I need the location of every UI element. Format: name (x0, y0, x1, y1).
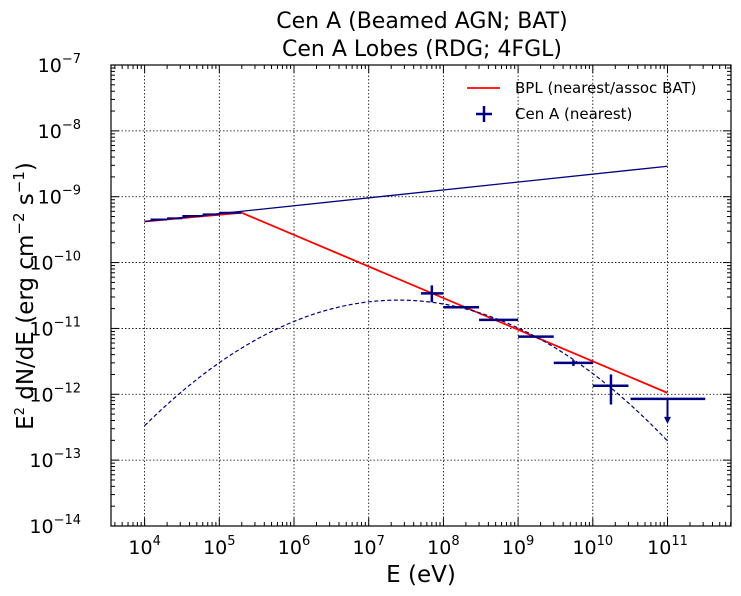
x-axis-label: E (eV) (386, 562, 456, 588)
x-tick-label: 106 (278, 534, 310, 559)
grid (111, 64, 731, 527)
plot-frame (110, 64, 732, 527)
x-tick-label: 1010 (572, 534, 613, 559)
y-label-base: E (13, 415, 39, 430)
y-tick-label: 10−11 (29, 315, 81, 340)
series-layer (144, 165, 706, 442)
legend-entry: Cen A (nearest) (476, 105, 632, 123)
title-line-1: Cen A (Beamed AGN; BAT) (276, 9, 568, 34)
y-tick-label: 10−13 (29, 447, 81, 472)
y-label-sup3: −1 (10, 171, 28, 193)
x-tick-label: 107 (352, 534, 384, 559)
data-point (592, 374, 629, 405)
bpl-line (144, 211, 668, 394)
legend: BPL (nearest/assoc BAT) Cen A (nearest) (467, 79, 696, 123)
legend-entry: BPL (nearest/assoc BAT) (467, 79, 696, 97)
logparabola-curve (144, 299, 668, 442)
y-tick-label: 10−9 (38, 184, 81, 209)
x-tick-label: 104 (128, 534, 160, 559)
y-label-end: ) (13, 162, 39, 171)
y-tick-label: 10−12 (29, 381, 81, 406)
data-point (420, 285, 444, 303)
data-point (630, 397, 706, 424)
y-tick-label: 10−7 (38, 52, 81, 77)
title-line-2: Cen A Lobes (RDG; 4FGL) (282, 37, 562, 62)
chart-title: Cen A (Beamed AGN; BAT) Cen A Lobes (RDG… (276, 9, 568, 62)
data-point (553, 360, 593, 366)
y-label-mid: dN/dE (erg cm (13, 235, 39, 407)
y-axis-label: E2 dN/dE (erg cm−2 s−1) (10, 162, 39, 430)
y-tick-label: 10−10 (29, 250, 81, 275)
legend-label: BPL (nearest/assoc BAT) (515, 79, 696, 97)
x-tick-labels: 104 105 106 107 108 109 1010 1011 (128, 534, 687, 559)
y-tick-label: 10−8 (38, 118, 81, 143)
x-tick-label: 108 (427, 534, 459, 559)
y-label-sup1: 2 (13, 407, 28, 415)
legend-label: Cen A (nearest) (515, 105, 632, 123)
upper-limit-arrow (664, 416, 672, 424)
y-tick-label: 10−14 (29, 513, 81, 538)
y-label-sup2: −2 (10, 213, 28, 235)
y-tick-labels: 10−14 10−13 10−12 10−11 10−10 10−9 10−8 10−7 (29, 52, 81, 538)
x-tick-label: 105 (203, 534, 235, 559)
x-tick-label: 1011 (647, 534, 688, 559)
y-label-mid2: s (13, 193, 39, 212)
x-tick-label: 109 (502, 534, 534, 559)
ticks (111, 64, 732, 527)
